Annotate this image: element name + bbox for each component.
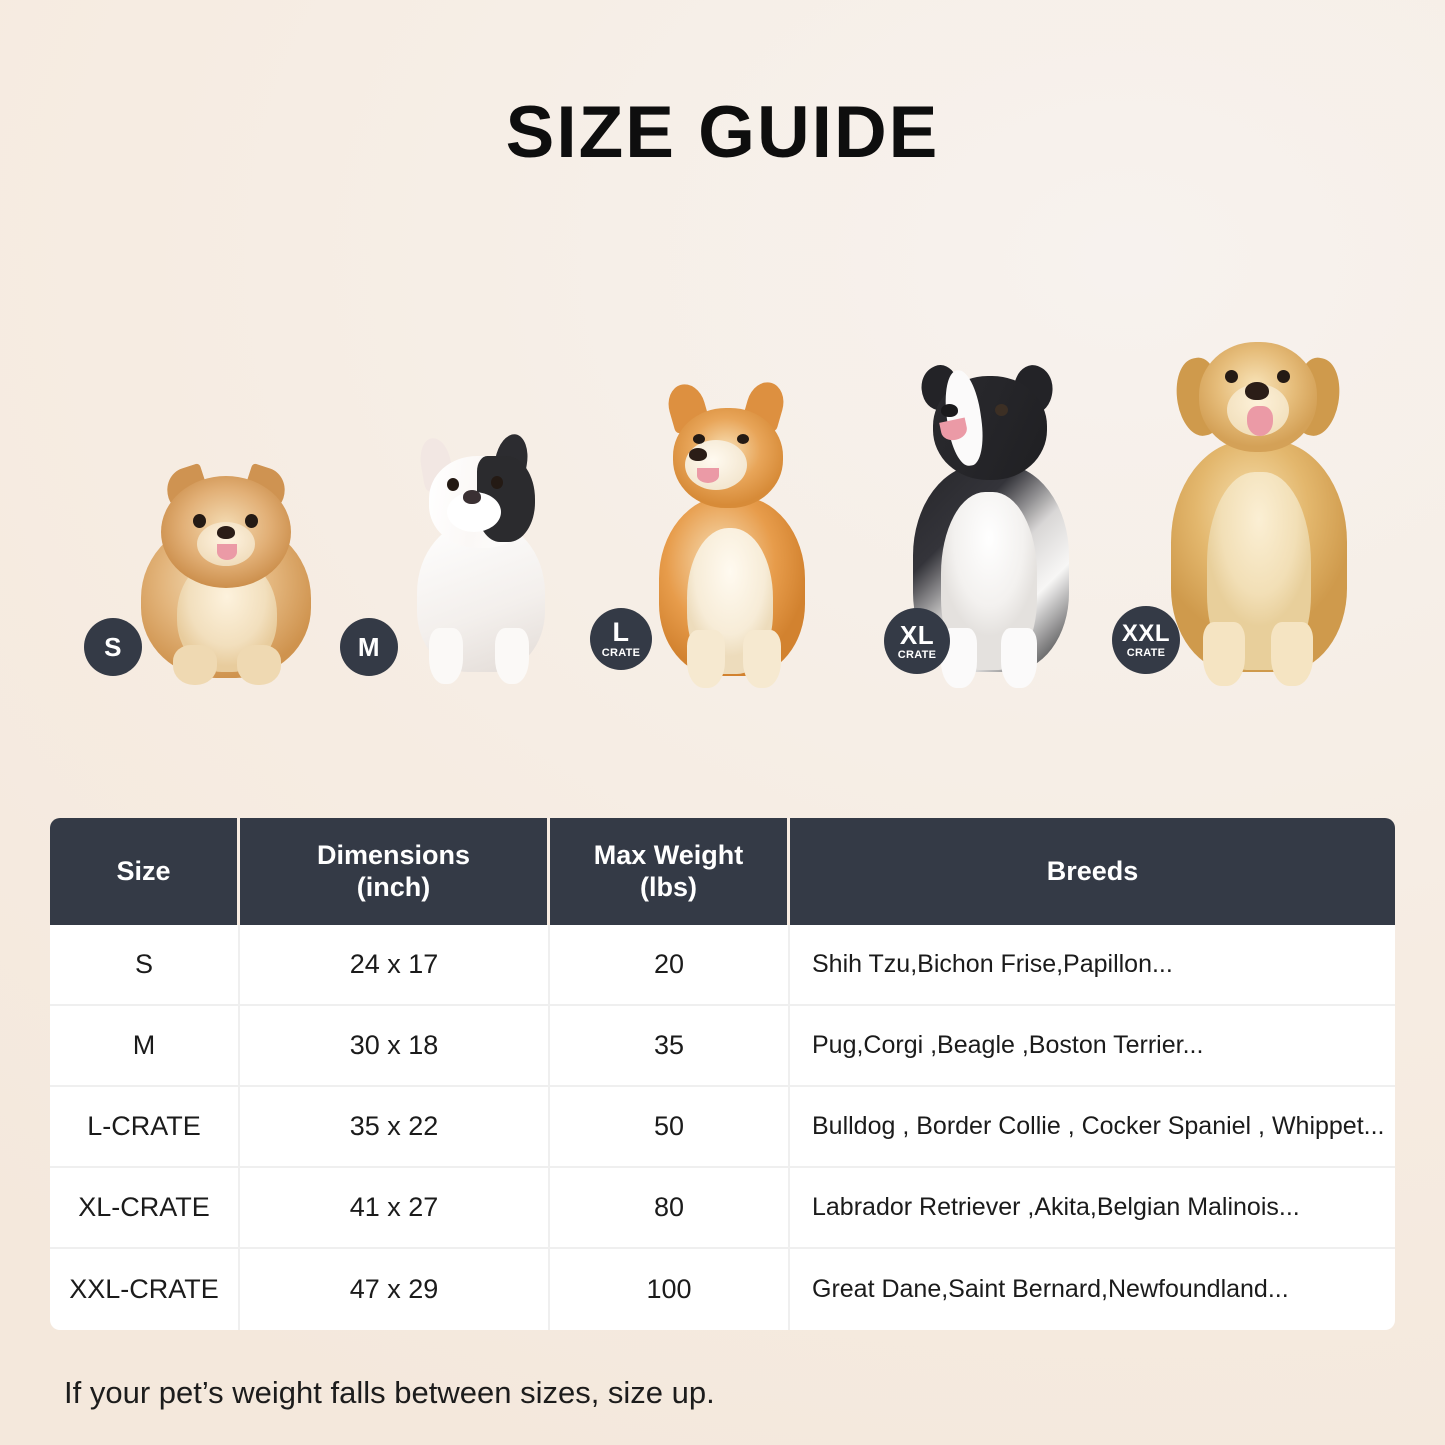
- pomeranian-illustration: [125, 460, 325, 690]
- dog-front-leg-right: [495, 628, 529, 684]
- cell-dimensions: 24 x 17: [240, 925, 550, 1006]
- column-header-max-weight-line1: Max Weight: [593, 839, 744, 870]
- column-header-max-weight-line2: (lbs): [640, 871, 697, 902]
- dog-front-leg-right: [237, 645, 281, 685]
- dog-front-leg-right: [1001, 628, 1037, 688]
- dog-front-leg-left: [687, 630, 725, 688]
- cell-size: S: [50, 925, 240, 1006]
- cell-size: M: [50, 1006, 240, 1087]
- cell-max-weight: 80: [550, 1168, 790, 1249]
- dog-nose: [463, 490, 481, 504]
- size-table: Size Dimensions (inch) Max Weight (lbs) …: [50, 818, 1395, 1330]
- dog-front-leg-left: [429, 628, 463, 684]
- size-badge-l-sublabel: CRATE: [601, 647, 641, 659]
- border-collie-illustration: [885, 352, 1090, 690]
- table-row: XXL-CRATE 47 x 29 100 Great Dane,Saint B…: [50, 1249, 1395, 1330]
- cell-dimensions: 35 x 22: [240, 1087, 550, 1168]
- size-badge-m-label: M: [357, 632, 381, 662]
- size-badge-xl-label: XL: [899, 619, 935, 650]
- dog-figure-l: L CRATE: [590, 375, 835, 690]
- dog-tongue: [697, 468, 719, 483]
- dog-eye-left: [193, 514, 206, 528]
- table-row: S 24 x 17 20 Shih Tzu,Bichon Frise,Papil…: [50, 925, 1395, 1006]
- cell-breeds: Labrador Retriever ,Akita,Belgian Malino…: [790, 1168, 1395, 1249]
- size-table-body: S 24 x 17 20 Shih Tzu,Bichon Frise,Papil…: [50, 925, 1395, 1330]
- cell-dimensions: 41 x 27: [240, 1168, 550, 1249]
- dog-nose: [689, 448, 707, 461]
- shiba-inu-illustration: [625, 377, 830, 690]
- column-header-max-weight: Max Weight (lbs): [550, 818, 790, 925]
- dog-front-leg-right: [1271, 622, 1313, 686]
- dog-size-illustrations: S M: [0, 250, 1445, 690]
- size-badge-m[interactable]: M: [340, 618, 398, 676]
- dog-eye-right: [995, 404, 1008, 416]
- dog-figure-m: M: [340, 425, 575, 690]
- cell-breeds: Pug,Corgi ,Beagle ,Boston Terrier...: [790, 1006, 1395, 1087]
- table-row: L-CRATE 35 x 22 50 Bulldog , Border Coll…: [50, 1087, 1395, 1168]
- size-badge-s-label: S: [104, 632, 122, 662]
- dog-eye-left: [1225, 370, 1238, 383]
- cell-max-weight: 50: [550, 1087, 790, 1168]
- size-table-head: Size Dimensions (inch) Max Weight (lbs) …: [50, 818, 1395, 925]
- sizing-footnote: If your pet’s weight falls between sizes…: [64, 1375, 715, 1410]
- cell-max-weight: 20: [550, 925, 790, 1006]
- cell-breeds: Bulldog , Border Collie , Cocker Spaniel…: [790, 1087, 1395, 1168]
- cell-dimensions: 47 x 29: [240, 1249, 550, 1330]
- cell-breeds: Great Dane,Saint Bernard,Newfoundland...: [790, 1249, 1395, 1330]
- dog-front-leg-left: [173, 645, 217, 685]
- size-badge-xl-sublabel: CRATE: [897, 648, 937, 661]
- column-header-size-line1: Size: [116, 855, 171, 886]
- dog-tongue: [1247, 406, 1273, 436]
- size-badge-l-label: L: [612, 617, 630, 647]
- column-header-size: Size: [50, 818, 240, 925]
- column-header-dimensions: Dimensions (inch): [240, 818, 550, 925]
- cell-size: L-CRATE: [50, 1087, 240, 1168]
- cell-breeds: Shih Tzu,Bichon Frise,Papillon...: [790, 925, 1395, 1006]
- dog-nose: [941, 404, 958, 417]
- size-badge-xl[interactable]: XL CRATE: [884, 608, 950, 674]
- table-row: M 30 x 18 35 Pug,Corgi ,Beagle ,Boston T…: [50, 1006, 1395, 1087]
- dog-eye-left: [693, 434, 705, 444]
- dog-figure-xl: XL CRATE: [880, 350, 1095, 690]
- dog-eye-left: [447, 478, 459, 491]
- column-header-dimensions-line1: Dimensions: [316, 839, 471, 870]
- table-row: XL-CRATE 41 x 27 80 Labrador Retriever ,…: [50, 1168, 1395, 1249]
- cell-size: XXL-CRATE: [50, 1249, 240, 1330]
- dog-nose: [217, 526, 235, 539]
- size-badge-xxl[interactable]: XXL CRATE: [1112, 606, 1180, 674]
- size-badge-s[interactable]: S: [84, 618, 142, 676]
- french-bulldog-illustration: [385, 428, 570, 690]
- dog-nose: [1245, 382, 1269, 400]
- size-table-container: Size Dimensions (inch) Max Weight (lbs) …: [50, 818, 1395, 1330]
- cell-size: XL-CRATE: [50, 1168, 240, 1249]
- cell-max-weight: 35: [550, 1006, 790, 1087]
- golden-retriever-illustration: [1145, 322, 1370, 690]
- page-title: SIZE GUIDE: [505, 92, 940, 173]
- dog-eye-right: [491, 476, 503, 489]
- column-header-breeds: Breeds: [790, 818, 1395, 925]
- dog-figure-s: S: [84, 455, 330, 690]
- column-header-breeds-line1: Breeds: [1046, 855, 1139, 886]
- size-badge-l[interactable]: L CRATE: [590, 608, 652, 670]
- dog-front-leg-right: [743, 630, 781, 688]
- table-header-row: Size Dimensions (inch) Max Weight (lbs) …: [50, 818, 1395, 925]
- dog-figure-xxl: XXL CRATE: [1112, 320, 1375, 690]
- dog-eye-right: [1277, 370, 1290, 383]
- cell-dimensions: 30 x 18: [240, 1006, 550, 1087]
- dog-tongue: [217, 544, 237, 560]
- size-badge-xxl-label: XXL: [1121, 619, 1171, 647]
- dog-eye-right: [737, 434, 749, 444]
- dog-eye-right: [245, 514, 258, 528]
- column-header-dimensions-line2: (inch): [356, 871, 431, 902]
- cell-max-weight: 100: [550, 1249, 790, 1330]
- dog-front-leg-left: [1203, 622, 1245, 686]
- size-badge-xxl-sublabel: CRATE: [1126, 646, 1166, 659]
